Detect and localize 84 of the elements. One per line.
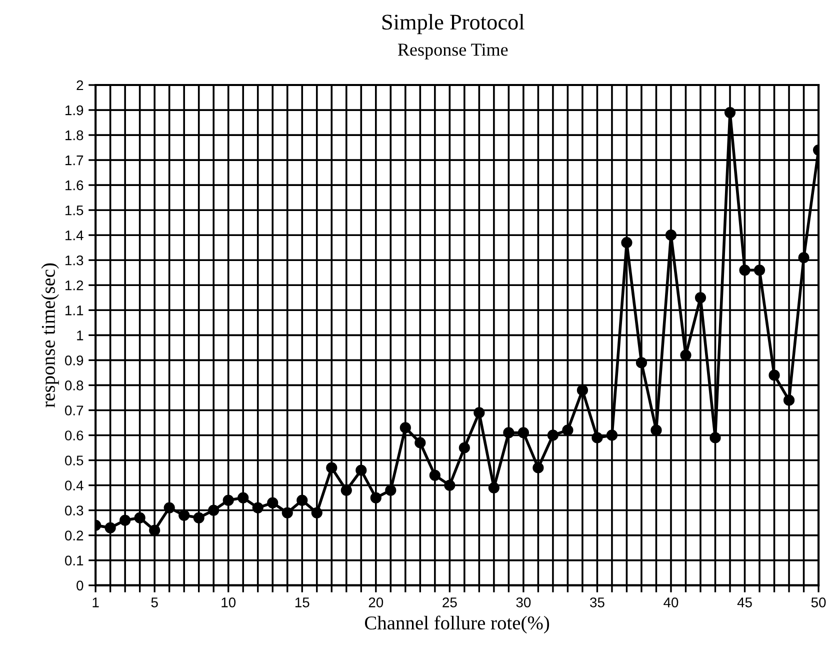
point	[282, 507, 293, 518]
point	[754, 264, 766, 276]
point	[414, 437, 426, 448]
point	[474, 407, 485, 418]
point	[768, 370, 780, 381]
x-tick-label: 35	[590, 598, 604, 608]
y-tick-label: 1.7	[66, 156, 84, 166]
x-tick-label: 15	[295, 598, 310, 608]
y-tick-label: 1.9	[66, 105, 84, 116]
x-tick-label: 25	[442, 598, 457, 608]
x-tick-label: 5	[151, 598, 158, 608]
y-tick-label: 1.6	[66, 180, 84, 190]
point	[208, 504, 220, 516]
point	[134, 512, 146, 524]
point	[724, 106, 736, 118]
point	[149, 524, 160, 536]
point	[429, 470, 440, 481]
point	[547, 430, 559, 441]
x-tick-label: 1	[92, 598, 99, 608]
point	[164, 502, 175, 514]
point	[385, 484, 396, 496]
point	[296, 494, 308, 506]
x-axis-title: Channel follure rote(%)	[364, 616, 550, 634]
y-tick-label: 2	[76, 80, 84, 90]
y-tick-label: 0.8	[64, 380, 84, 390]
y-tick-label: 0.7	[64, 406, 84, 416]
point	[267, 497, 278, 508]
y-tick-label: 0.9	[64, 356, 84, 366]
point	[532, 462, 544, 474]
point	[783, 394, 795, 406]
y-tick-label: 0.1	[64, 556, 84, 566]
point	[739, 264, 750, 276]
y-tick-label: 0.6	[64, 430, 84, 440]
chart-subtitle: Response Time	[398, 44, 508, 60]
y-tick-label: 1.8	[66, 130, 84, 140]
point	[680, 350, 692, 361]
x-tick-label: 45	[737, 598, 752, 608]
y-tick-label: 1.4	[66, 230, 84, 240]
point	[606, 430, 618, 441]
y-tick-label: 1.1	[66, 306, 84, 316]
x-tick-label: 30	[516, 598, 531, 608]
point	[636, 357, 648, 368]
x-tick-label: 10	[222, 598, 236, 608]
point	[694, 292, 706, 304]
point	[356, 464, 367, 476]
point	[340, 484, 352, 496]
y-tick-label: 0.2	[64, 530, 84, 540]
point	[120, 514, 131, 526]
y-tick-label: 0.5	[64, 456, 84, 466]
point	[503, 427, 514, 438]
point	[576, 384, 588, 396]
point	[370, 492, 382, 504]
point	[798, 252, 810, 264]
point	[621, 237, 632, 248]
point	[488, 482, 500, 494]
point	[178, 510, 190, 521]
y-tick-label: 1.2	[66, 280, 84, 290]
point	[104, 522, 116, 534]
y-axis-title: response time(sec)	[41, 263, 59, 408]
point	[710, 432, 721, 444]
point	[193, 512, 204, 524]
y-tick-label: 1.5	[66, 206, 84, 216]
point	[592, 432, 603, 444]
point	[400, 422, 411, 434]
y-tick-label: 1.3	[66, 255, 84, 266]
point	[222, 494, 234, 506]
point	[518, 427, 529, 438]
point	[444, 480, 456, 491]
point	[252, 502, 264, 514]
y-tick-label: 0.4	[64, 480, 84, 490]
y-tick-label: 0	[76, 580, 84, 590]
point	[458, 442, 470, 454]
point	[665, 230, 677, 241]
point	[562, 424, 574, 436]
x-tick-label: 40	[664, 598, 678, 608]
x-tick-label: 20	[368, 598, 384, 608]
point	[326, 462, 338, 474]
x-tick-label: 50	[811, 598, 826, 608]
point	[238, 492, 249, 504]
point	[311, 507, 322, 518]
y-tick-label: 1	[77, 330, 84, 340]
point	[650, 424, 662, 436]
y-tick-label: 0.3	[64, 506, 84, 516]
chart-title: Simple Protocol	[382, 14, 524, 34]
